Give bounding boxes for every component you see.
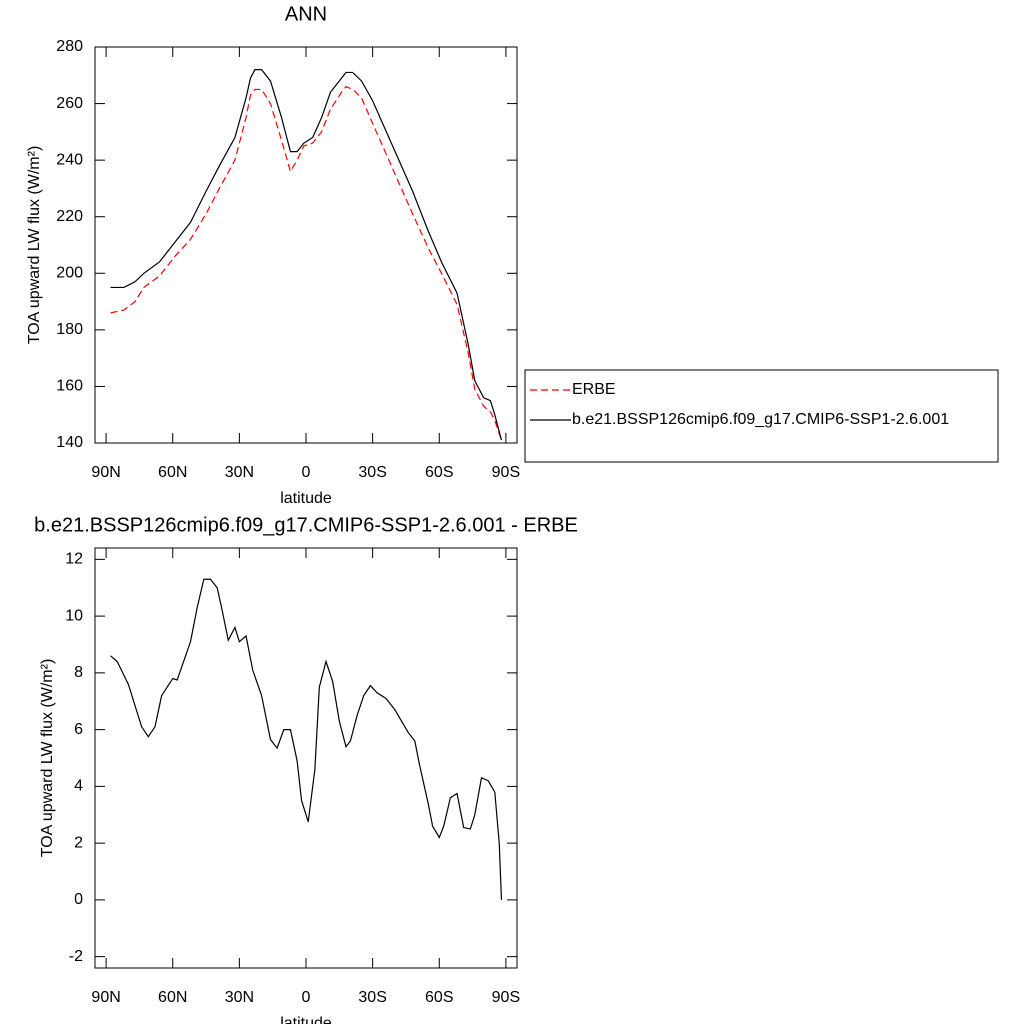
data-line (110, 69, 503, 441)
plot-frame (94, 46, 518, 444)
y-tick-label: 10 (65, 607, 83, 624)
x-axis-label: latitude (280, 490, 332, 507)
x-tick-label: 30S (358, 464, 386, 481)
y-tick-label: 8 (74, 664, 83, 681)
x-tick-label: 30S (358, 989, 386, 1006)
legend-box (524, 369, 999, 463)
y-tick-label: 220 (56, 208, 83, 225)
data-line (110, 578, 503, 900)
plot-frame (94, 547, 518, 969)
x-axis-label: latitude (280, 1015, 332, 1024)
y-tick-label: 2 (74, 834, 83, 851)
y-tick-label: 200 (56, 265, 83, 282)
x-tick-label: 60N (158, 989, 187, 1006)
x-tick-label: 90S (492, 989, 520, 1006)
y-tick-label: 260 (56, 95, 83, 112)
y-axis-label: TOA upward LW flux (W/m²) (26, 146, 43, 345)
x-tick-label: 60S (425, 464, 453, 481)
y-axis-label: TOA upward LW flux (W/m²) (39, 659, 56, 858)
y-tick-label: 140 (56, 434, 83, 451)
x-tick-label: 0 (302, 464, 311, 481)
x-tick-label: 0 (302, 989, 311, 1006)
y-tick-label: 180 (56, 321, 83, 338)
x-tick-label: 60N (158, 464, 187, 481)
x-tick-label: 30N (225, 989, 254, 1006)
x-tick-label: 90N (91, 989, 120, 1006)
y-tick-label: 240 (56, 151, 83, 168)
y-tick-label: 280 (56, 38, 83, 55)
y-tick-label: -2 (69, 948, 83, 965)
legend-label: ERBE (572, 381, 616, 398)
x-tick-label: 60S (425, 989, 453, 1006)
y-tick-label: 12 (65, 551, 83, 568)
chart-title: b.e21.BSSP126cmip6.f09_g17.CMIP6-SSP1-2.… (34, 514, 578, 536)
y-tick-label: 0 (74, 891, 83, 908)
y-tick-label: 4 (74, 778, 83, 795)
y-tick-label: 6 (74, 721, 83, 738)
legend-label: b.e21.BSSP126cmip6.f09_g17.CMIP6-SSP1-2.… (572, 411, 949, 428)
y-tick-label: 160 (56, 378, 83, 395)
x-tick-label: 90S (492, 464, 520, 481)
chart-title: ANN (285, 3, 327, 25)
x-tick-label: 90N (91, 464, 120, 481)
x-tick-label: 30N (225, 464, 254, 481)
data-line (110, 85, 503, 441)
